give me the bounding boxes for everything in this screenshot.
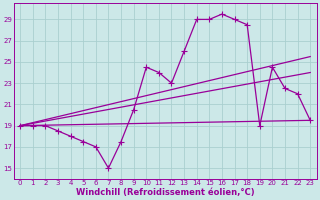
X-axis label: Windchill (Refroidissement éolien,°C): Windchill (Refroidissement éolien,°C): [76, 188, 254, 197]
